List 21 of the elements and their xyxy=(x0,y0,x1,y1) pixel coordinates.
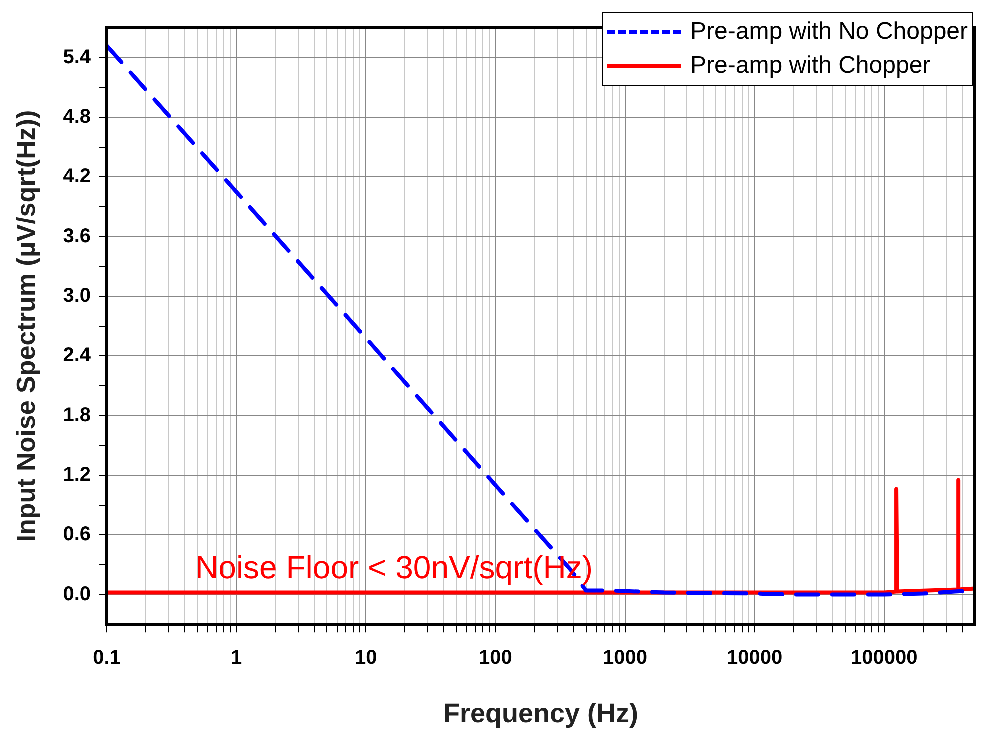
y-tick-label: 0.6 xyxy=(63,524,92,546)
y-tick-label: 5.4 xyxy=(63,46,92,68)
y-tick-label: 4.8 xyxy=(63,106,92,128)
y-tick-label: 0.0 xyxy=(63,583,92,606)
x-tick-label: 0.1 xyxy=(93,647,121,670)
y-tick-label: 4.2 xyxy=(63,166,92,188)
y-tick-label: 1.8 xyxy=(63,404,92,426)
x-tick-label: 100000 xyxy=(851,647,918,670)
legend-label: Pre-amp with Chopper xyxy=(690,51,931,81)
x-tick-label: 10000 xyxy=(727,647,783,670)
legend-label: Pre-amp with No Chopper xyxy=(690,17,968,47)
y-tick-label: 1.2 xyxy=(63,464,92,486)
y-tick-label: 3.6 xyxy=(63,225,92,248)
x-tick-label: 1000 xyxy=(603,647,648,670)
x-tick-label: 10 xyxy=(355,647,378,670)
y-tick-label: 3.0 xyxy=(63,284,92,307)
x-axis-title: Frequency (Hz) xyxy=(443,698,639,728)
y-axis-title: Input Noise Spectrum (μV/sqrt(Hz)) xyxy=(10,110,41,542)
y-tick-label: 2.4 xyxy=(63,344,92,367)
x-tick-label: 1 xyxy=(231,647,242,670)
x-tick-label: 100 xyxy=(479,647,512,670)
